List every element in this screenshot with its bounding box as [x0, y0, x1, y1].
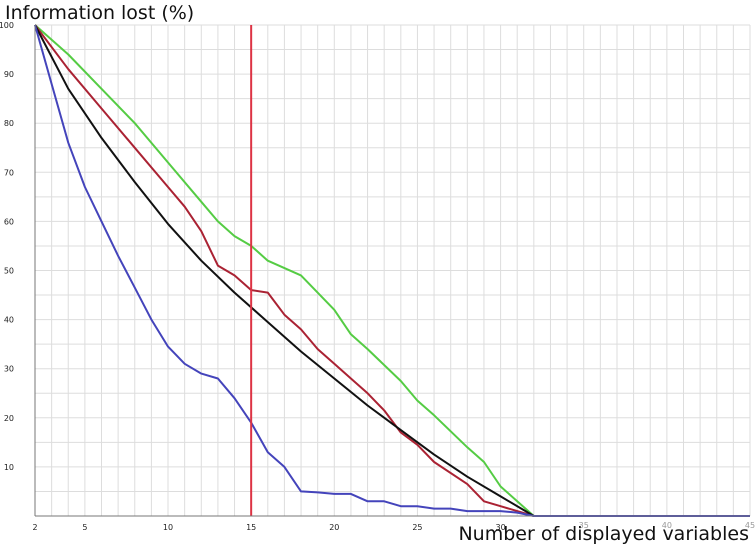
x-tick-label: 20: [329, 523, 339, 532]
y-tick-label: 70: [4, 168, 14, 177]
y-axis-label: Information lost (%): [5, 2, 194, 24]
x-tick-label: 35: [579, 521, 589, 530]
x-tick-label: 45: [745, 521, 755, 530]
y-tick-label: 50: [4, 267, 14, 276]
y-tick-label: 20: [4, 414, 14, 423]
y-tick-label: 90: [4, 70, 14, 79]
y-tick-label: 10: [4, 463, 14, 472]
series-line-2: [34, 24, 750, 517]
x-tick-label: 40: [662, 521, 672, 530]
x-tick-label: 10: [163, 523, 173, 532]
y-tick-label: 40: [4, 316, 14, 325]
grid: [34, 24, 751, 517]
y-tick-label: 30: [4, 365, 14, 374]
x-tick-label: 5: [82, 523, 87, 532]
y-tick-label: 80: [4, 119, 14, 128]
axes: [34, 25, 750, 517]
x-tick-label: 2: [32, 523, 37, 532]
series-line-1: [34, 24, 750, 517]
y-tick-label: 60: [4, 217, 14, 226]
series-line-3: [34, 24, 750, 517]
series-lines: [34, 24, 750, 517]
y-tick-label: 100: [0, 21, 14, 30]
x-tick-label: 15: [246, 523, 256, 532]
series-line-4: [34, 24, 750, 517]
x-tick-label: 30: [495, 523, 505, 532]
x-axis-label: Number of displayed variables: [458, 523, 749, 545]
x-tick-label: 25: [412, 523, 422, 532]
